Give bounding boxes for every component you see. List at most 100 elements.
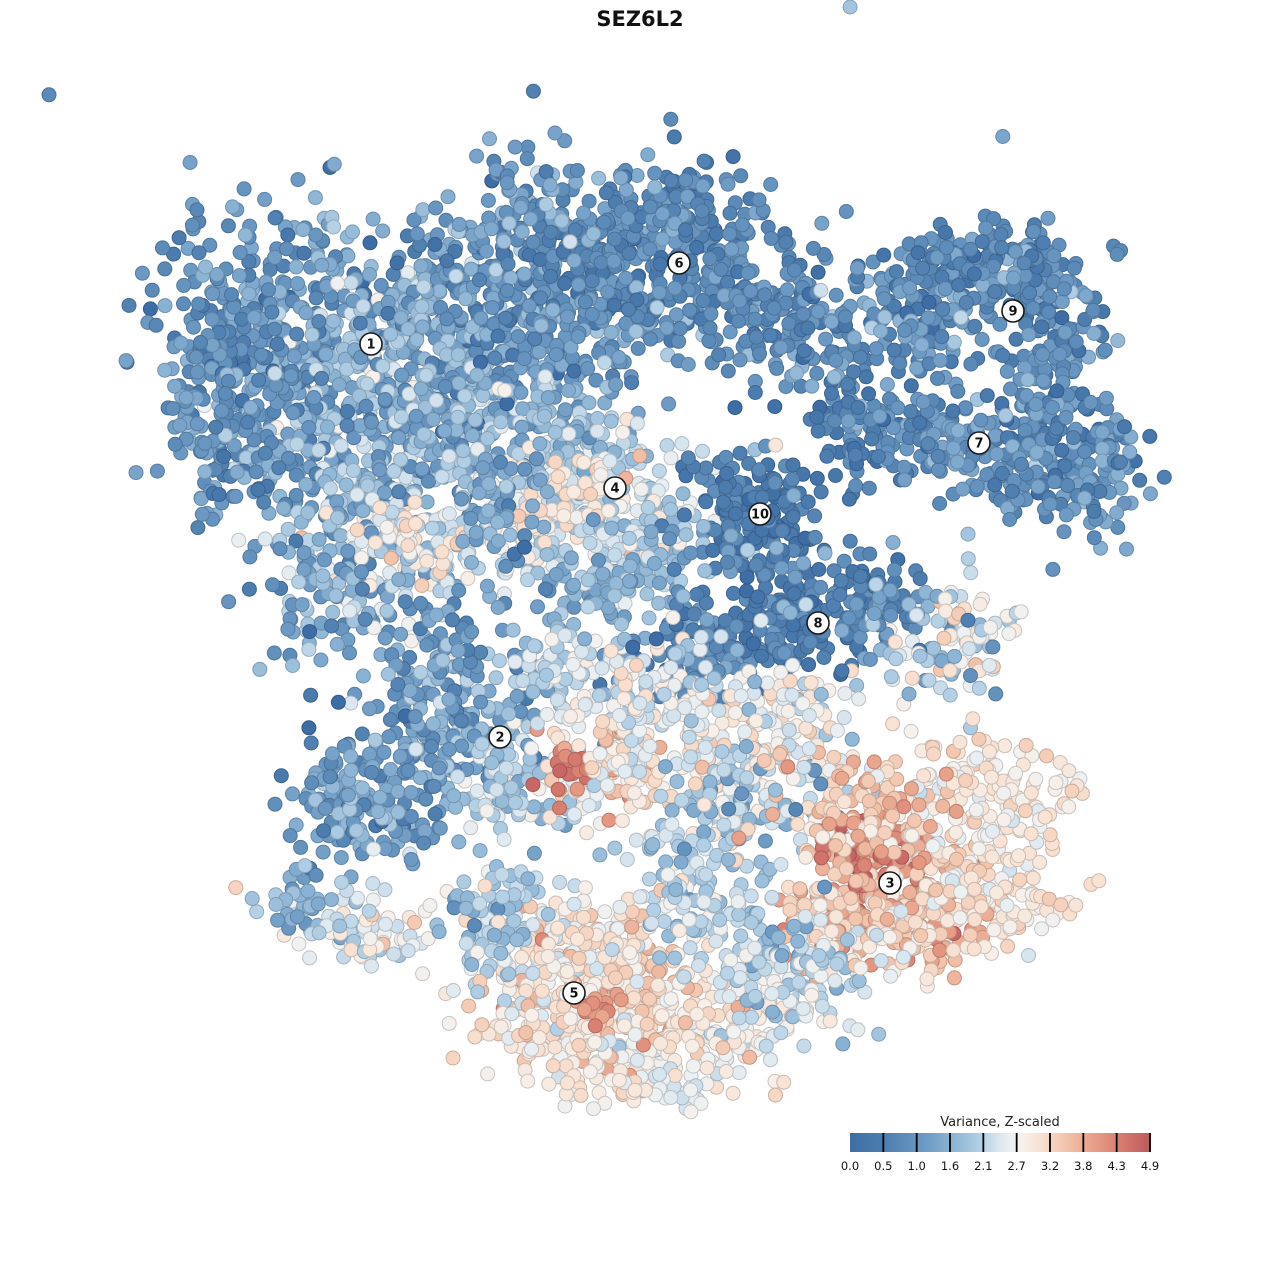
data-point — [252, 661, 268, 677]
data-point — [228, 880, 244, 896]
data-point — [620, 210, 636, 226]
data-point — [363, 414, 379, 430]
data-point — [651, 284, 667, 300]
data-point — [849, 260, 865, 276]
data-point — [988, 686, 1004, 702]
data-point — [722, 226, 737, 242]
data-point — [288, 533, 304, 549]
data-point — [713, 261, 729, 277]
data-point — [521, 298, 537, 314]
data-point — [703, 306, 719, 322]
data-point — [525, 234, 541, 250]
data-point — [695, 443, 710, 459]
data-point — [624, 375, 640, 391]
data-point — [214, 403, 230, 419]
data-point — [228, 488, 244, 504]
data-point — [570, 329, 586, 345]
data-point — [747, 311, 763, 327]
data-point — [892, 355, 908, 371]
data-point — [868, 577, 884, 592]
data-point — [538, 164, 554, 180]
data-point — [178, 390, 194, 406]
data-point — [204, 311, 220, 327]
data-point — [720, 176, 736, 192]
data-point — [532, 436, 548, 452]
data-point — [807, 508, 823, 524]
data-point — [450, 769, 465, 785]
data-point — [939, 240, 954, 255]
data-point — [464, 624, 480, 640]
data-point — [757, 287, 773, 303]
data-point — [1034, 319, 1050, 335]
data-point — [752, 346, 767, 362]
data-point — [853, 568, 868, 584]
data-point — [268, 897, 284, 912]
data-point — [903, 378, 919, 394]
data-point — [237, 227, 253, 243]
data-point — [408, 408, 424, 424]
data-point — [267, 796, 283, 812]
data-point — [683, 545, 699, 561]
data-point — [1083, 394, 1099, 410]
data-point — [914, 337, 930, 353]
data-point — [516, 266, 532, 282]
data-point — [267, 249, 283, 265]
data-point — [372, 462, 388, 478]
data-point — [622, 558, 638, 574]
data-point — [314, 257, 330, 273]
data-point — [333, 438, 349, 454]
data-point — [912, 648, 928, 664]
data-point — [224, 287, 239, 303]
data-point — [883, 607, 899, 623]
data-point — [824, 385, 839, 401]
data-point — [879, 377, 895, 392]
data-point — [1035, 373, 1051, 389]
data-point — [1095, 441, 1110, 457]
data-point — [702, 251, 718, 267]
data-point — [973, 412, 989, 428]
data-point — [950, 383, 966, 399]
data-point — [1029, 444, 1045, 460]
data-point — [271, 460, 287, 476]
data-point — [725, 585, 741, 601]
data-point — [828, 468, 843, 483]
data-point — [289, 436, 305, 452]
data-point — [202, 237, 218, 253]
data-point — [208, 419, 224, 435]
data-point — [349, 522, 365, 538]
data-point — [361, 903, 377, 919]
data-point — [877, 309, 893, 325]
data-point — [342, 645, 357, 661]
data-point — [240, 414, 256, 430]
data-point — [598, 185, 614, 201]
data-point — [590, 552, 606, 568]
data-point — [291, 936, 307, 952]
data-point — [517, 461, 533, 477]
data-point — [628, 323, 644, 339]
data-point — [969, 479, 985, 494]
data-point — [841, 491, 857, 507]
data-point — [408, 741, 424, 757]
data-point — [257, 531, 273, 547]
data-point — [267, 321, 282, 337]
data-point — [433, 300, 448, 315]
data-point — [698, 494, 714, 510]
data-point — [409, 226, 425, 242]
data-point — [596, 214, 612, 230]
data-point — [1077, 490, 1092, 506]
data-point — [589, 423, 605, 439]
data-point — [280, 621, 296, 637]
data-point — [373, 277, 389, 293]
data-point — [446, 788, 462, 804]
data-point — [795, 306, 811, 322]
data-point — [861, 480, 877, 496]
data-point — [1142, 486, 1158, 502]
data-point — [220, 218, 236, 234]
data-point — [801, 657, 817, 673]
data-point — [1013, 604, 1029, 620]
data-point — [593, 255, 609, 271]
data-point — [543, 269, 559, 284]
data-point — [732, 445, 748, 461]
data-point — [434, 544, 450, 560]
data-point — [328, 588, 344, 604]
